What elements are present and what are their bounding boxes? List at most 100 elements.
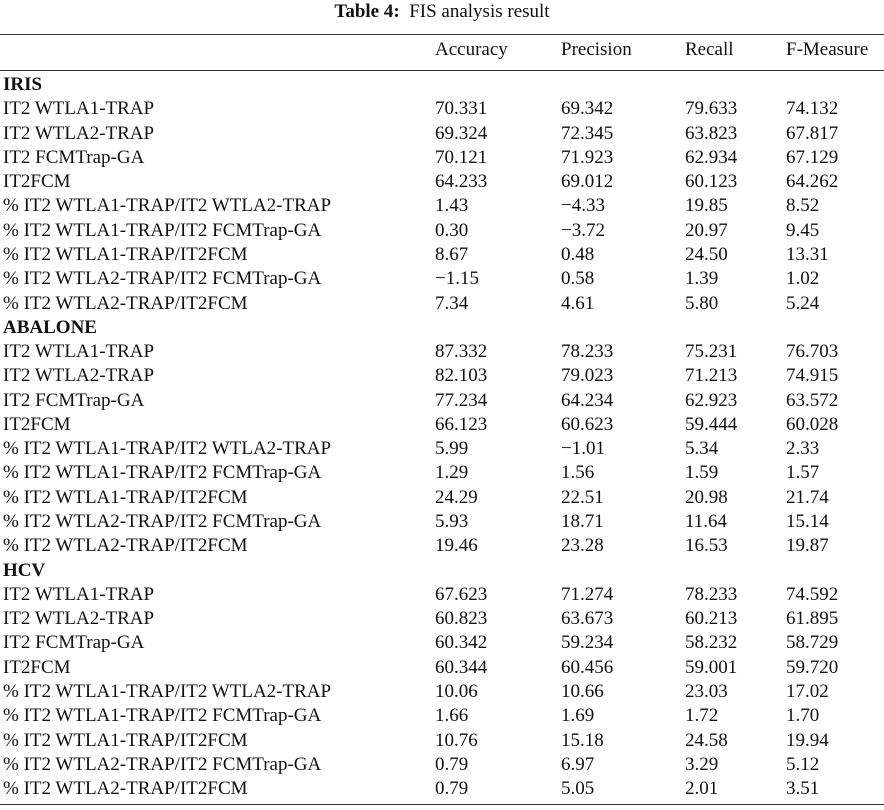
cell: 74.592 [786,583,839,605]
row-label: IT2 WTLA1-TRAP [3,98,155,120]
cell: 4.61 [561,292,595,314]
cell: 63.673 [561,608,614,630]
cell: 21.74 [786,486,829,508]
row-label: IT2 WTLA1-TRAP [3,583,155,605]
row-label: IT2 WTLA2-TRAP [3,365,155,387]
cell: 1.69 [561,705,595,727]
cell: −1.01 [561,438,605,460]
cell: 62.923 [685,389,738,411]
cell: 64.234 [561,389,614,411]
cell: 10.06 [435,681,478,702]
title-text: FIS analysis result [409,1,550,22]
row-label: % IT2 WTLA1-TRAP/IT2 FCMTrap-GA [3,705,322,727]
row-label: IT2 WTLA2-TRAP [3,122,155,144]
cell: 8.52 [786,195,820,217]
cell: 19.87 [786,535,829,557]
cell: 1.39 [685,268,719,290]
row-label: % IT2 WTLA2-TRAP/IT2FCM [3,292,248,314]
cell: 70.121 [435,146,488,168]
cell: 24.29 [435,486,478,508]
row-label: % IT2 WTLA2-TRAP/IT2FCM [3,778,248,800]
cell: 8.67 [435,243,469,265]
row-label: IT2 WTLA1-TRAP [3,341,155,363]
cell: 3.29 [685,753,719,775]
cell: 63.823 [685,122,738,144]
cell: 59.234 [561,632,614,654]
cell: −1.15 [435,268,479,290]
row-label: IT2 WTLA2-TRAP [3,608,155,630]
cell: 60.123 [685,171,738,193]
cell: 79.633 [685,98,738,120]
cell: 10.76 [435,729,478,751]
cell: 19.85 [685,195,728,217]
cell: 5.99 [435,438,469,460]
cell: 60.344 [435,656,488,678]
cell: 75.231 [685,341,738,363]
cell: −4.33 [561,195,605,217]
column-header: Accuracy [435,39,508,60]
row-label: IT2 FCMTrap-GA [3,632,145,654]
cell: 5.93 [435,511,469,533]
cell: 5.24 [786,292,820,314]
section-name: IRIS [3,74,43,95]
cell: 1.29 [435,462,469,484]
cell: 3.51 [786,778,820,800]
cell: 18.71 [561,511,604,533]
cell: 69.342 [561,98,614,120]
cell: 5.34 [685,438,719,460]
row-label: % IT2 WTLA1-TRAP/IT2 FCMTrap-GA [3,219,322,241]
cell: 6.97 [561,753,595,775]
row-label: % IT2 WTLA1-TRAP/IT2 FCMTrap-GA [3,462,322,484]
cell: 74.915 [786,365,839,387]
cell: −3.72 [561,219,605,241]
cell: 2.01 [685,778,719,800]
cell: 15.18 [561,729,604,751]
cell: 24.50 [685,243,728,265]
cell: 71.213 [685,365,738,387]
cell: 9.45 [786,219,820,241]
cell: 76.703 [786,341,839,363]
cell: 1.72 [685,705,719,727]
column-header: Recall [685,39,734,60]
cell: 71.274 [561,583,614,605]
row-label: % IT2 WTLA1-TRAP/IT2 WTLA2-TRAP [3,681,332,702]
cell: 1.59 [685,462,719,484]
column-header: F-Measure [786,39,869,60]
cell: 71.923 [561,146,614,168]
cell: 59.001 [685,656,738,678]
cell: 10.66 [561,681,604,702]
cell: 74.132 [786,98,839,120]
cell: 1.57 [786,462,820,484]
cell: 0.48 [561,243,595,265]
row-label: % IT2 WTLA1-TRAP/IT2FCM [3,729,248,751]
cell: 1.43 [435,195,469,217]
cell: 77.234 [435,389,488,411]
cell: 60.028 [786,413,839,435]
row-label: IT2FCM [3,171,71,193]
top-rule [0,34,884,35]
cell: 24.58 [685,729,728,751]
cell: 78.233 [685,583,738,605]
cell: 7.34 [435,292,469,314]
cell: 72.345 [561,122,614,144]
cell: 58.232 [685,632,738,654]
cell: 20.98 [685,486,728,508]
cell: 17.02 [786,681,829,702]
section-name: HCV [3,559,46,581]
row-label: IT2 FCMTrap-GA [3,389,145,411]
cell: 0.79 [435,753,469,775]
column-header: Precision [561,39,632,60]
row-label: % IT2 WTLA2-TRAP/IT2 FCMTrap-GA [3,268,322,290]
cell: 67.129 [786,146,839,168]
table-title: Table 4: FIS analysis result [0,0,884,24]
cell: 79.023 [561,365,614,387]
cell: 16.53 [685,535,728,557]
bottom-rule [0,804,884,805]
cell: 64.233 [435,171,488,193]
cell: 67.623 [435,583,488,605]
cell: 87.332 [435,341,488,363]
cell: 69.012 [561,171,614,193]
cell: 64.262 [786,171,839,193]
cell: 20.97 [685,219,728,241]
